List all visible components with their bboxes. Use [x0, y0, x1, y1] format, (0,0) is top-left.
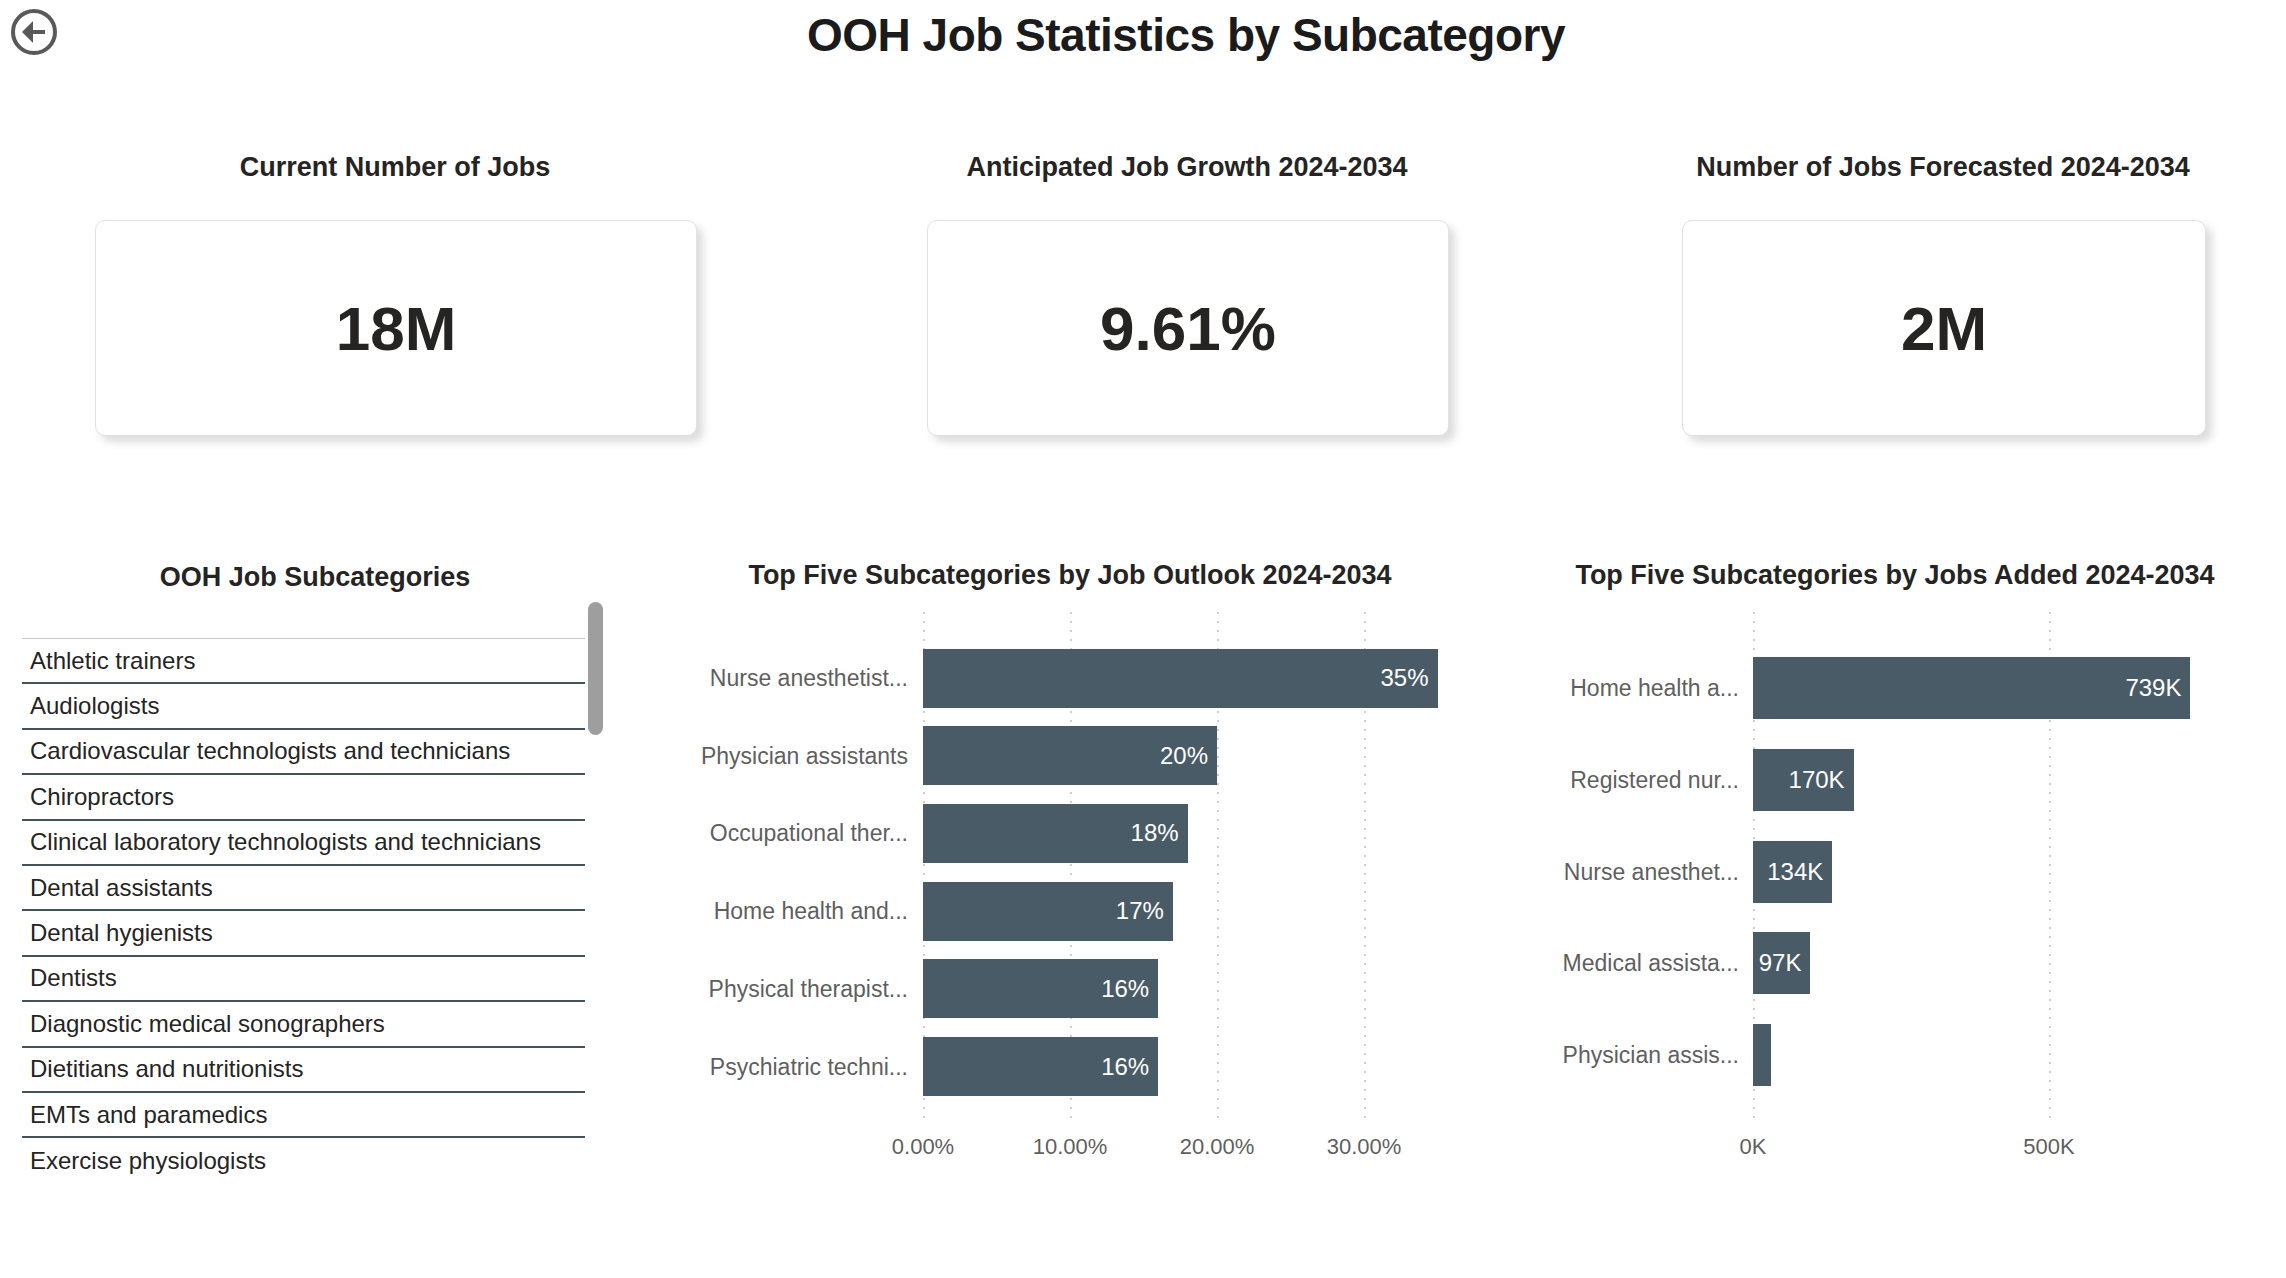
- bar[interactable]: 16%: [923, 959, 1158, 1018]
- bar[interactable]: 134K: [1753, 841, 1832, 903]
- list-item[interactable]: Dentists: [22, 957, 585, 1002]
- list-item[interactable]: Athletic trainers: [22, 639, 585, 684]
- jobs-added-chart: Home health a... 739K Registered nur... 170…: [1545, 612, 2265, 1124]
- axis-tick-label: 0.00%: [892, 1134, 954, 1160]
- list-item[interactable]: Cardiovascular technologists and technic…: [22, 730, 585, 775]
- list-item[interactable]: Exercise physiologists: [22, 1138, 585, 1183]
- axis-tick-label: 500K: [2023, 1134, 2074, 1160]
- kpi-label-job-growth: Anticipated Job Growth 2024-2034: [927, 152, 1447, 183]
- list-item[interactable]: Clinical laboratory technologists and te…: [22, 821, 585, 866]
- bar[interactable]: 739K: [1753, 657, 2190, 719]
- list-item[interactable]: EMTs and paramedics: [22, 1093, 585, 1138]
- bar[interactable]: 20%: [923, 726, 1217, 785]
- page-title: OOH Job Statistics by Subcategory: [43, 8, 2286, 62]
- axis-tick-label: 0K: [1740, 1134, 1767, 1160]
- bar-value-label: 134K: [1767, 858, 1823, 886]
- job-outlook-x-axis: 0.00% 10.00% 20.00% 30.00%: [690, 1134, 1450, 1168]
- axis-tick-label: 10.00%: [1033, 1134, 1108, 1160]
- bar-value-label: 18%: [1131, 819, 1179, 847]
- category-label: Registered nur...: [1545, 760, 1739, 800]
- category-label: Occupational ther...: [690, 813, 908, 853]
- bar-value-label: 16%: [1101, 1053, 1149, 1081]
- job-outlook-chart-title: Top Five Subcategories by Job Outlook 20…: [690, 560, 1450, 591]
- jobs-added-chart-title: Top Five Subcategories by Jobs Added 202…: [1545, 560, 2245, 591]
- bar-value-label: 170K: [1789, 766, 1845, 794]
- kpi-value-jobs-forecast: 2M: [1901, 293, 1987, 364]
- bar[interactable]: 18%: [923, 804, 1188, 863]
- list-scrollbar-thumb[interactable]: [588, 602, 603, 735]
- dashboard: OOH Job Statistics by Subcategory Curren…: [0, 0, 2286, 1278]
- bar[interactable]: 35%: [923, 649, 1438, 708]
- axis-tick-label: 20.00%: [1180, 1134, 1255, 1160]
- bar[interactable]: 17%: [923, 882, 1173, 941]
- bar-value-label: 20%: [1160, 742, 1208, 770]
- kpi-value-job-growth: 9.61%: [1100, 293, 1276, 364]
- list-item[interactable]: Dental hygienists: [22, 911, 585, 956]
- bar-value-label: 35%: [1380, 664, 1428, 692]
- bar-value-label: 97K: [1759, 949, 1802, 977]
- kpi-card-current-jobs[interactable]: 18M: [95, 220, 697, 436]
- category-label: Home health and...: [690, 891, 908, 931]
- subcategory-list-title: OOH Job Subcategories: [100, 562, 530, 593]
- list-item[interactable]: Audiologists: [22, 684, 585, 729]
- list-item[interactable]: Dietitians and nutritionists: [22, 1048, 585, 1093]
- job-outlook-chart: Nurse anesthetist... 35% Physician assista…: [690, 612, 1450, 1124]
- kpi-label-jobs-forecast: Number of Jobs Forecasted 2024-2034: [1682, 152, 2204, 183]
- bar-value-label: 739K: [2125, 674, 2181, 702]
- bar[interactable]: 170K: [1753, 749, 1854, 811]
- bar-value-label: 17%: [1116, 897, 1164, 925]
- category-label: Physical therapist...: [690, 969, 908, 1009]
- list-item[interactable]: Chiropractors: [22, 775, 585, 820]
- axis-tick-label: 30.00%: [1327, 1134, 1402, 1160]
- category-label: Physician assis...: [1545, 1035, 1739, 1075]
- bar[interactable]: [1753, 1024, 1771, 1086]
- subcategory-list: Athletic trainersAudiologistsCardiovascu…: [22, 638, 585, 1184]
- kpi-card-job-growth[interactable]: 9.61%: [927, 220, 1449, 436]
- category-label: Home health a...: [1545, 668, 1739, 708]
- list-item[interactable]: Diagnostic medical sonographers: [22, 1002, 585, 1047]
- category-label: Psychiatric techni...: [690, 1047, 908, 1087]
- kpi-card-jobs-forecast[interactable]: 2M: [1682, 220, 2206, 436]
- category-label: Physician assistants: [690, 736, 908, 776]
- bar[interactable]: 16%: [923, 1037, 1158, 1096]
- category-label: Nurse anesthetist...: [690, 658, 908, 698]
- jobs-added-x-axis: 0K 500K: [1545, 1134, 2265, 1168]
- list-item[interactable]: Dental assistants: [22, 866, 585, 911]
- bar-value-label: 16%: [1101, 975, 1149, 1003]
- kpi-label-current-jobs: Current Number of Jobs: [95, 152, 695, 183]
- category-label: Nurse anesthet...: [1545, 852, 1739, 892]
- category-label: Medical assista...: [1545, 943, 1739, 983]
- bar[interactable]: 97K: [1753, 932, 1810, 994]
- kpi-value-current-jobs: 18M: [336, 293, 457, 364]
